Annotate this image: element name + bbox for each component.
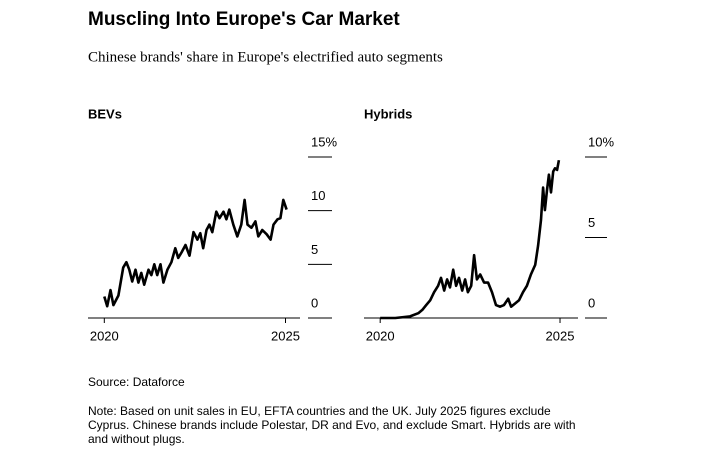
- y-tick-label: 0: [311, 295, 318, 310]
- line: [380, 159, 561, 320]
- x-tick-label: 2020: [90, 328, 119, 343]
- y-tick-label: 15%: [311, 134, 337, 149]
- source: Source: Dataforce: [88, 375, 185, 389]
- line: [103, 198, 288, 308]
- y-tick-label: 10%: [588, 134, 614, 149]
- note: Note: Based on unit sales in EU, EFTA co…: [88, 404, 551, 418]
- title: Muscling Into Europe's Car Market: [88, 9, 400, 30]
- y-tick-label: 5: [311, 242, 318, 257]
- note: and without plugs.: [88, 432, 185, 446]
- panel-title: Hybrids: [364, 106, 412, 121]
- x-tick-label: 2025: [546, 328, 575, 343]
- y-tick-label: 10: [311, 188, 325, 203]
- note: Cyprus. Chinese brands include Polestar,…: [88, 418, 576, 432]
- y-tick-label: 5: [588, 215, 595, 230]
- x-tick-label: 2020: [366, 328, 395, 343]
- panel-title: BEVs: [88, 106, 122, 121]
- subtitle: Chinese brands' share in Europe's electr…: [88, 49, 443, 65]
- x-tick-label: 2025: [271, 328, 300, 343]
- y-tick-label: 0: [588, 295, 595, 310]
